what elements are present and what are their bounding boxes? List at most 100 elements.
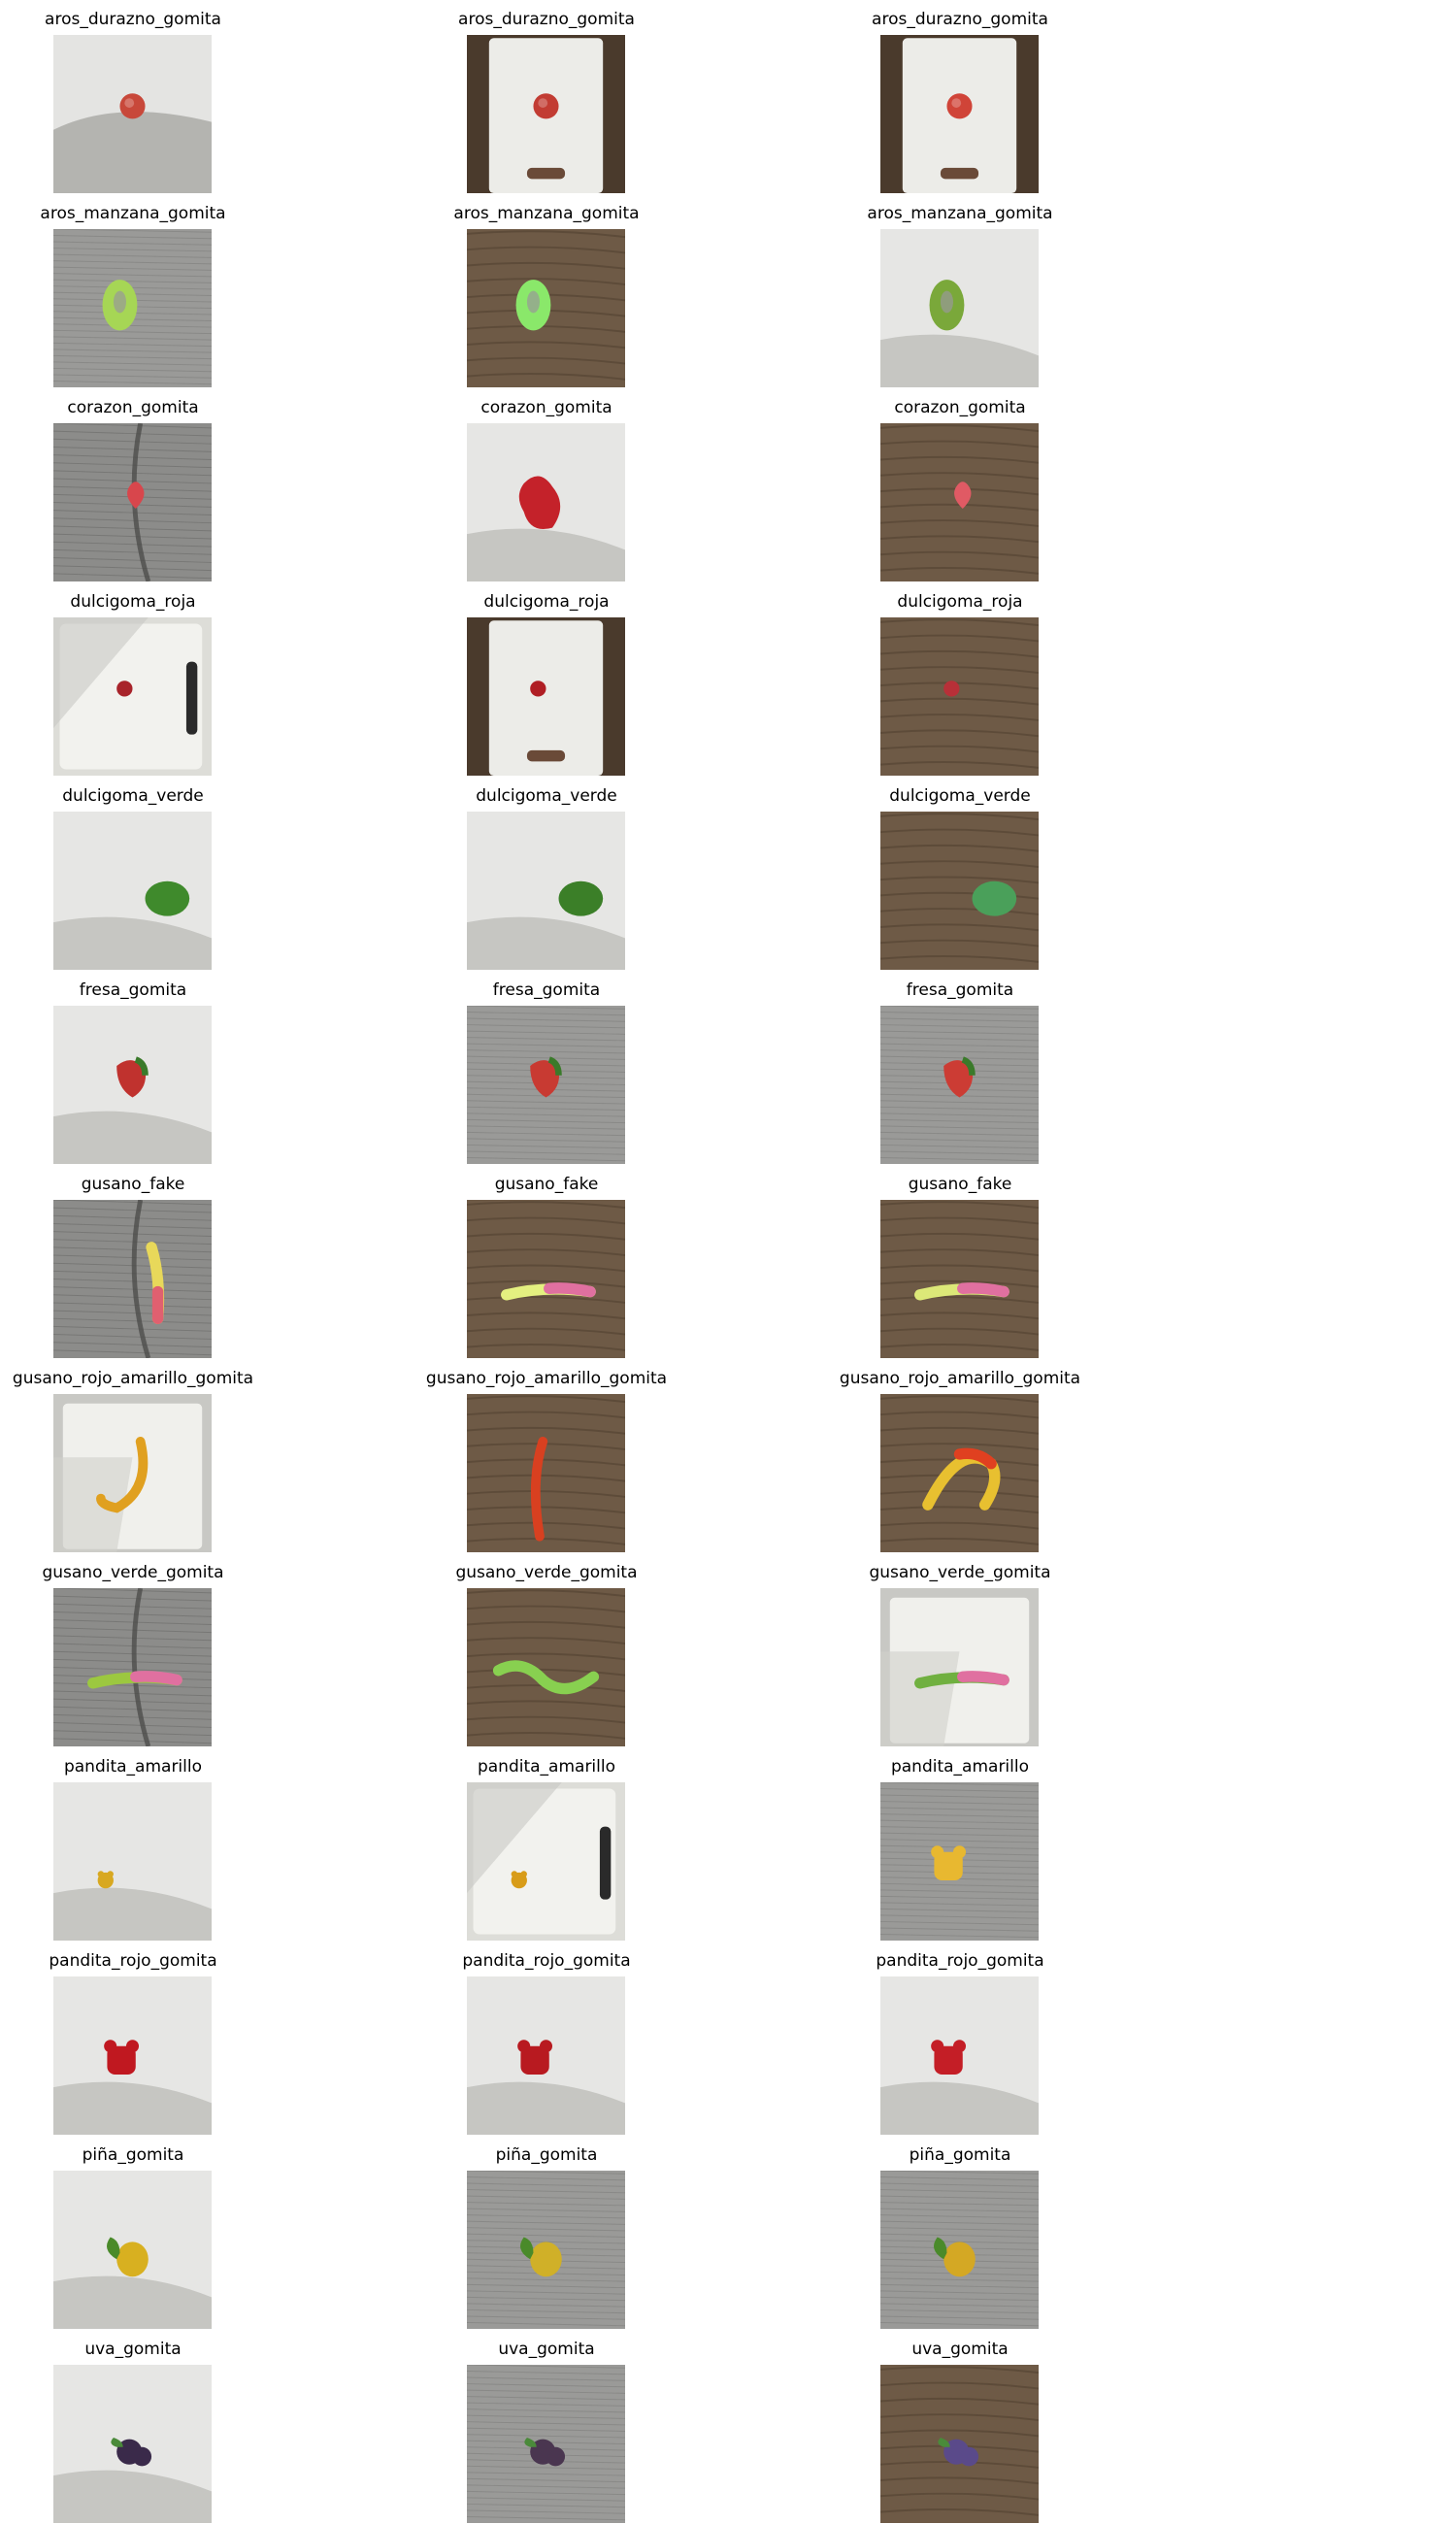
panel-title: fresa_gomita	[492, 980, 601, 1000]
image-panel: gusano_fake	[776, 1165, 1144, 1359]
candy-photo	[880, 229, 1039, 387]
panel-title: gusano_verde_gomita	[42, 1563, 224, 1582]
candy-photo-image	[467, 812, 625, 970]
image-panel: dulcigoma_verde	[0, 777, 317, 971]
candy-photo	[53, 1782, 212, 1941]
panel-title: corazon_gomita	[894, 398, 1026, 417]
panel-title: corazon_gomita	[67, 398, 199, 417]
image-panel: gusano_rojo_amarillo_gomita	[776, 1359, 1144, 1553]
panel-title: gusano_verde_gomita	[455, 1563, 638, 1582]
candy-photo-image	[53, 1588, 212, 1746]
candy-photo-image	[467, 617, 625, 776]
candy-photo-image	[467, 1588, 625, 1746]
panel-title: fresa_gomita	[906, 980, 1014, 1000]
candy-photo	[467, 617, 625, 776]
image-panel: uva_gomita	[776, 2330, 1144, 2524]
image-panel: gusano_verde_gomita	[362, 1553, 731, 1747]
image-panel: aros_manzana_gomita	[0, 194, 317, 388]
panel-title: pandita_rojo_gomita	[462, 1951, 631, 1971]
candy-photo	[880, 1588, 1039, 1746]
candy-photo-image	[53, 1976, 212, 2135]
image-panel: dulcigoma_roja	[362, 582, 731, 777]
panel-title: gusano_rojo_amarillo_gomita	[12, 1369, 254, 1388]
candy-photo	[880, 812, 1039, 970]
image-panel: gusano_rojo_amarillo_gomita	[362, 1359, 731, 1553]
image-panel: pandita_rojo_gomita	[362, 1942, 731, 2136]
image-panel: corazon_gomita	[0, 388, 317, 582]
candy-photo	[53, 617, 212, 776]
image-panel: fresa_gomita	[0, 971, 317, 1165]
candy-photo	[880, 1976, 1039, 2135]
image-panel: aros_durazno_gomita	[776, 0, 1144, 194]
candy-photo-image	[53, 423, 212, 581]
panel-title: pandita_rojo_gomita	[49, 1951, 217, 1971]
candy-photo-image	[880, 229, 1039, 387]
candy-photo	[880, 2171, 1039, 2329]
candy-photo	[53, 2365, 212, 2523]
image-panel: gusano_verde_gomita	[0, 1553, 317, 1747]
candy-photo-image	[467, 1782, 625, 1941]
panel-title: aros_manzana_gomita	[453, 204, 640, 223]
candy-photo-image	[467, 1006, 625, 1164]
candy-photo-image	[880, 35, 1039, 193]
image-panel: dulcigoma_roja	[776, 582, 1144, 777]
panel-title: aros_durazno_gomita	[458, 10, 635, 29]
image-panel: gusano_verde_gomita	[776, 1553, 1144, 1747]
image-panel: piña_gomita	[776, 2136, 1144, 2330]
candy-photo-image	[467, 2171, 625, 2329]
candy-photo	[53, 423, 212, 581]
candy-photo-image	[53, 2171, 212, 2329]
candy-photo-image	[467, 2365, 625, 2523]
image-panel: pandita_rojo_gomita	[776, 1942, 1144, 2136]
image-panel: aros_durazno_gomita	[0, 0, 317, 194]
image-panel: dulcigoma_verde	[776, 777, 1144, 971]
image-panel: pandita_amarillo	[0, 1747, 317, 1942]
panel-title: pandita_amarillo	[63, 1757, 203, 1777]
panel-title: gusano_verde_gomita	[869, 1563, 1051, 1582]
panel-title: pandita_rojo_gomita	[876, 1951, 1044, 1971]
image-panel: dulcigoma_roja	[0, 582, 317, 777]
candy-photo	[880, 2365, 1039, 2523]
candy-photo-image	[53, 2365, 212, 2523]
image-panel: fresa_gomita	[776, 971, 1144, 1165]
panel-title: gusano_fake	[494, 1175, 599, 1194]
candy-photo	[53, 1976, 212, 2135]
panel-title: piña_gomita	[495, 2145, 598, 2165]
image-panel: aros_durazno_gomita	[362, 0, 731, 194]
candy-photo	[467, 35, 625, 193]
candy-photo-image	[53, 812, 212, 970]
candy-photo	[880, 1394, 1039, 1552]
candy-photo-image	[880, 1394, 1039, 1552]
candy-photo-image	[53, 229, 212, 387]
candy-photo-image	[53, 617, 212, 776]
panel-title: gusano_rojo_amarillo_gomita	[839, 1369, 1081, 1388]
candy-photo-image	[53, 1782, 212, 1941]
candy-photo	[53, 1394, 212, 1552]
panel-title: aros_manzana_gomita	[40, 204, 226, 223]
panel-title: aros_durazno_gomita	[872, 10, 1048, 29]
candy-photo	[467, 812, 625, 970]
panel-title: gusano_fake	[81, 1175, 185, 1194]
candy-photo-image	[53, 35, 212, 193]
candy-photo-image	[467, 1200, 625, 1358]
image-panel: aros_manzana_gomita	[362, 194, 731, 388]
panel-title: pandita_amarillo	[477, 1757, 616, 1777]
candy-photo	[467, 1200, 625, 1358]
candy-photo	[467, 1006, 625, 1164]
candy-photo-image	[880, 423, 1039, 581]
candy-photo	[467, 1976, 625, 2135]
panel-title: dulcigoma_roja	[897, 592, 1023, 612]
panel-title: dulcigoma_roja	[70, 592, 196, 612]
candy-photo-image	[467, 35, 625, 193]
panel-title: dulcigoma_roja	[483, 592, 610, 612]
image-panel: aros_manzana_gomita	[776, 194, 1144, 388]
panel-title: uva_gomita	[84, 2340, 182, 2359]
panel-title: aros_durazno_gomita	[45, 10, 221, 29]
candy-photo-image	[53, 1394, 212, 1552]
candy-photo	[467, 423, 625, 581]
candy-photo-image	[880, 2171, 1039, 2329]
panel-title: pandita_amarillo	[890, 1757, 1030, 1777]
image-panel: dulcigoma_verde	[362, 777, 731, 971]
candy-photo	[467, 2365, 625, 2523]
